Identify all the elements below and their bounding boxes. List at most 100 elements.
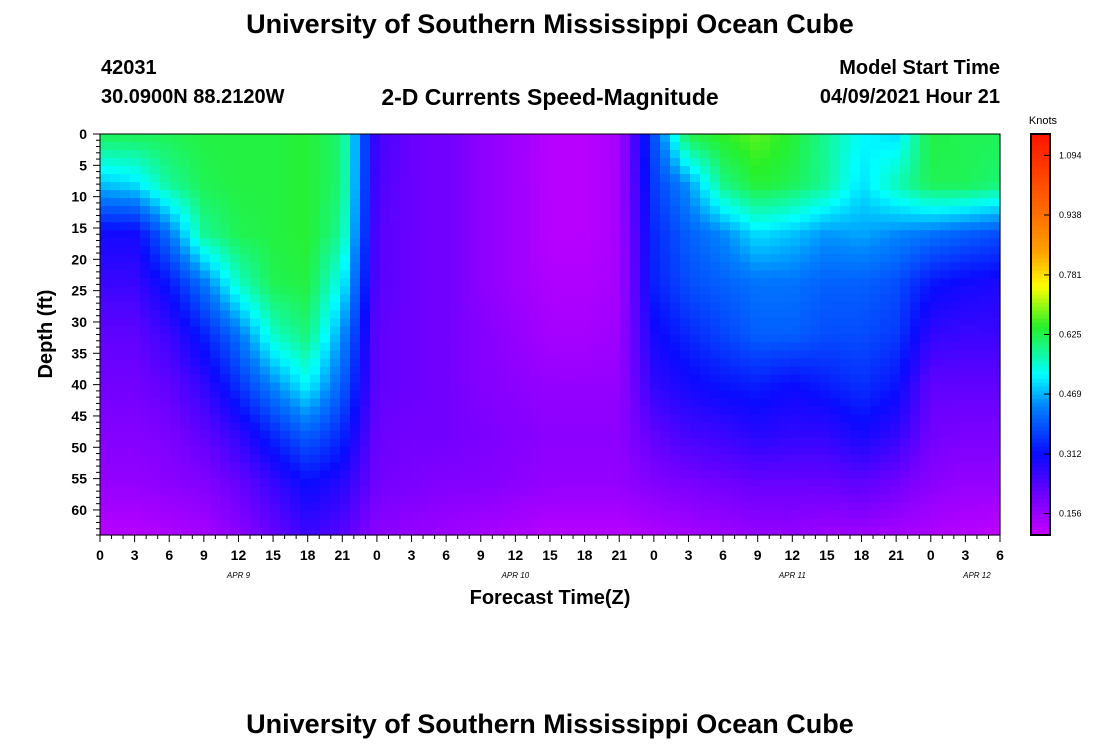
heatmap-cell: [920, 134, 931, 143]
heatmap-cell: [400, 302, 411, 312]
heatmap-cell: [310, 350, 321, 360]
heatmap-cell: [470, 270, 481, 279]
heatmap-cell: [470, 278, 481, 287]
heatmap-cell: [360, 310, 371, 320]
heatmap-cell: [700, 198, 711, 207]
heatmap-cell: [630, 526, 641, 536]
heatmap-cell: [280, 414, 291, 424]
heatmap-cell: [320, 406, 331, 416]
heatmap-cell: [740, 430, 751, 440]
heatmap-cell: [770, 446, 781, 456]
heatmap-cell: [420, 238, 431, 247]
heatmap-cell: [300, 494, 311, 504]
heatmap-cell: [260, 414, 271, 424]
colorbar-cell: [1031, 238, 1050, 243]
heatmap-cell: [980, 526, 991, 536]
heatmap-cell: [210, 446, 221, 456]
heatmap-cell: [710, 158, 721, 167]
heatmap-cell: [460, 438, 471, 448]
heatmap-cell: [330, 502, 341, 512]
heatmap-cell: [350, 422, 361, 432]
heatmap-cell: [940, 142, 951, 151]
heatmap-cell: [650, 166, 661, 175]
heatmap-cell: [890, 350, 901, 360]
heatmap-cell: [880, 262, 891, 271]
heatmap-cell: [480, 526, 491, 536]
heatmap-cell: [820, 278, 831, 287]
heatmap-cell: [750, 198, 761, 207]
heatmap-cell: [680, 342, 691, 352]
heatmap-cell: [980, 374, 991, 384]
heatmap-cell: [680, 438, 691, 448]
heatmap-cell: [200, 478, 211, 488]
heatmap-cell: [940, 238, 951, 247]
heatmap-cell: [150, 238, 161, 247]
heatmap-cell: [670, 166, 681, 175]
heatmap-cell: [840, 462, 851, 472]
heatmap-cell: [200, 398, 211, 408]
heatmap-cell: [370, 326, 381, 336]
heatmap-cell: [990, 510, 1001, 520]
heatmap-cell: [960, 158, 971, 167]
heatmap-cell: [160, 462, 171, 472]
heatmap-cell: [210, 374, 221, 384]
heatmap-cell: [520, 318, 531, 328]
heatmap-cell: [140, 406, 151, 416]
heatmap-cell: [730, 414, 741, 424]
heatmap-cell: [740, 414, 751, 424]
heatmap-cell: [900, 238, 911, 247]
heatmap-cell: [700, 398, 711, 408]
heatmap-cell: [550, 222, 561, 231]
heatmap-cell: [640, 182, 651, 191]
heatmap-cell: [360, 238, 371, 247]
heatmap-cell: [680, 310, 691, 320]
heatmap-cell: [780, 230, 791, 239]
heatmap-cell: [140, 294, 151, 304]
heatmap-cell: [670, 262, 681, 271]
heatmap-cell: [470, 158, 481, 167]
colorbar-tick-label: 0.469: [1059, 389, 1082, 399]
heatmap-cell: [120, 502, 131, 512]
heatmap-cell: [610, 318, 621, 328]
heatmap-cell: [260, 438, 271, 448]
heatmap-cell: [430, 390, 441, 400]
heatmap-cell: [820, 374, 831, 384]
heatmap-cell: [380, 278, 391, 287]
heatmap-cell: [290, 318, 301, 328]
heatmap-cell: [950, 526, 961, 536]
heatmap-cell: [250, 206, 261, 215]
heatmap-cell: [480, 142, 491, 151]
heatmap-cell: [390, 294, 401, 304]
heatmap-cell: [480, 486, 491, 496]
heatmap-cell: [380, 366, 391, 376]
heatmap-cell: [370, 494, 381, 504]
heatmap-cell: [450, 470, 461, 480]
bottom-title: University of Southern Mississippi Ocean…: [246, 709, 854, 739]
heatmap-cell: [960, 390, 971, 400]
heatmap-cell: [950, 334, 961, 344]
heatmap-cell: [920, 430, 931, 440]
heatmap-cell: [150, 454, 161, 464]
heatmap-cell: [460, 414, 471, 424]
heatmap-cell: [280, 518, 291, 528]
heatmap-cell: [460, 494, 471, 504]
heatmap-cell: [570, 174, 581, 183]
heatmap-cell: [530, 502, 541, 512]
heatmap-cell: [450, 174, 461, 183]
heatmap-cell: [270, 214, 281, 223]
heatmap-cell: [680, 190, 691, 199]
heatmap-cell: [570, 222, 581, 231]
heatmap-cell: [290, 494, 301, 504]
heatmap-cell: [500, 190, 511, 199]
heatmap-cell: [670, 190, 681, 199]
heatmap-cell: [150, 462, 161, 472]
heatmap-cell: [110, 134, 121, 143]
heatmap-cell: [260, 446, 271, 456]
heatmap-cell: [730, 494, 741, 504]
heatmap-cell: [580, 166, 591, 175]
heatmap-cell: [200, 358, 211, 368]
heatmap-cell: [620, 134, 631, 143]
heatmap-cell: [730, 294, 741, 304]
heatmap-cell: [830, 278, 841, 287]
heatmap-cell: [380, 286, 391, 295]
